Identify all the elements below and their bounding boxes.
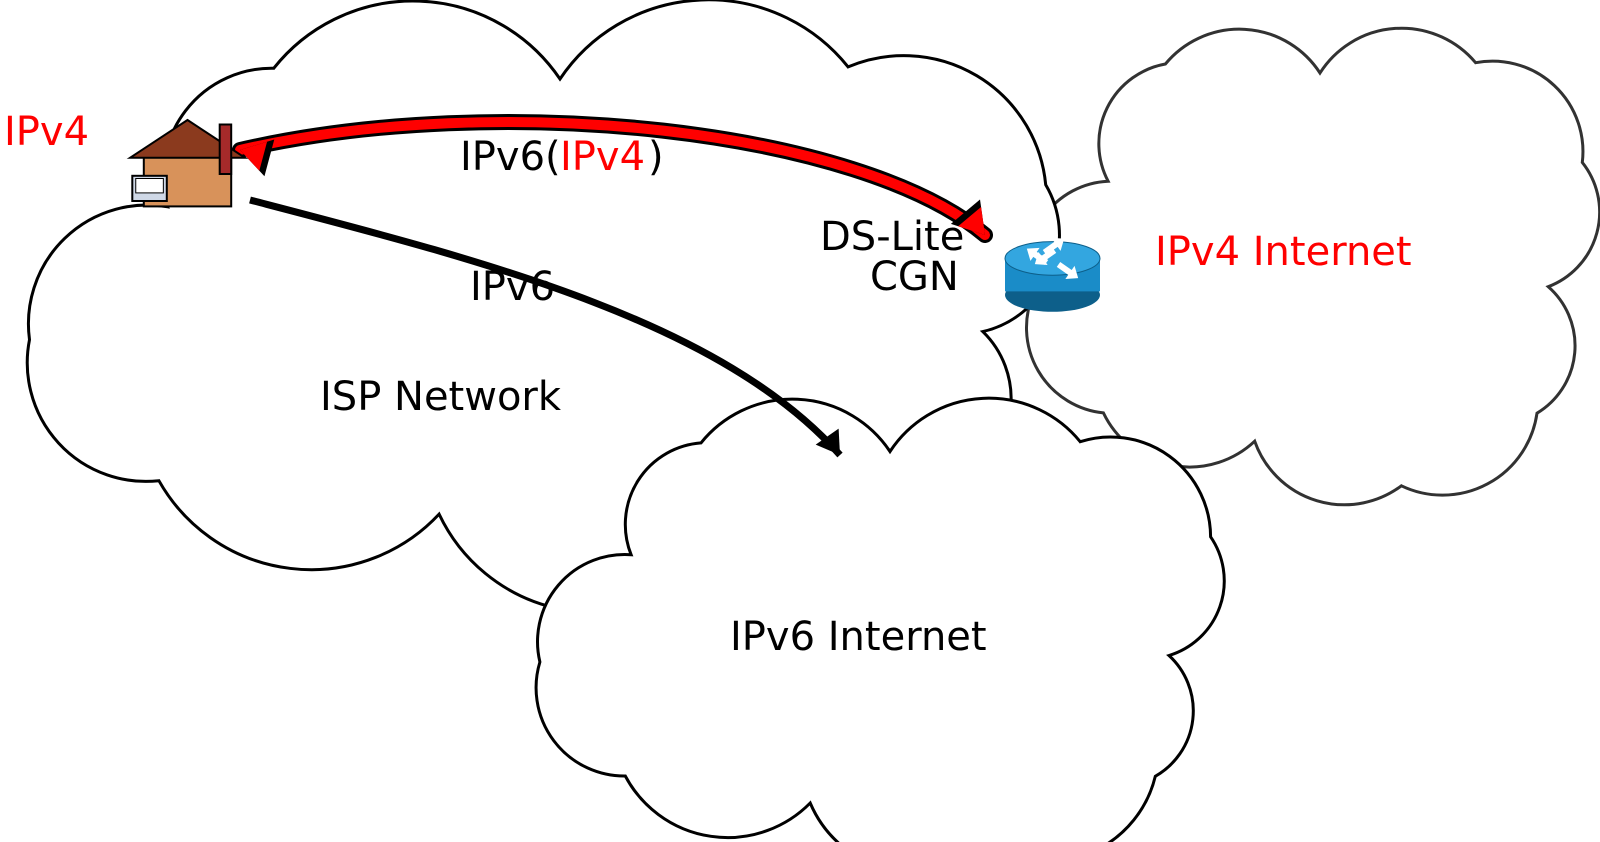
label-tunnel-suffix: ) <box>648 134 664 180</box>
house-icon <box>130 120 245 206</box>
label-ipv4-internet: IPv4 Internet <box>1155 229 1412 275</box>
label-ipv4-home: IPv4 <box>4 109 89 155</box>
label-cgn: CGN <box>870 254 959 300</box>
diagram-canvas: IPv4 ISP Network IPv6 IPv6 Internet IPv4… <box>0 0 1600 842</box>
label-ipv6-arrow: IPv6 <box>470 264 555 310</box>
label-tunnel-ipv4: IPv4 <box>560 134 645 180</box>
label-tunnel: IPv6( IPv4 ) <box>460 134 664 180</box>
label-ipv6-internet: IPv6 Internet <box>730 614 987 660</box>
label-tunnel-prefix: IPv6( <box>460 134 561 180</box>
label-isp-network: ISP Network <box>320 374 562 420</box>
